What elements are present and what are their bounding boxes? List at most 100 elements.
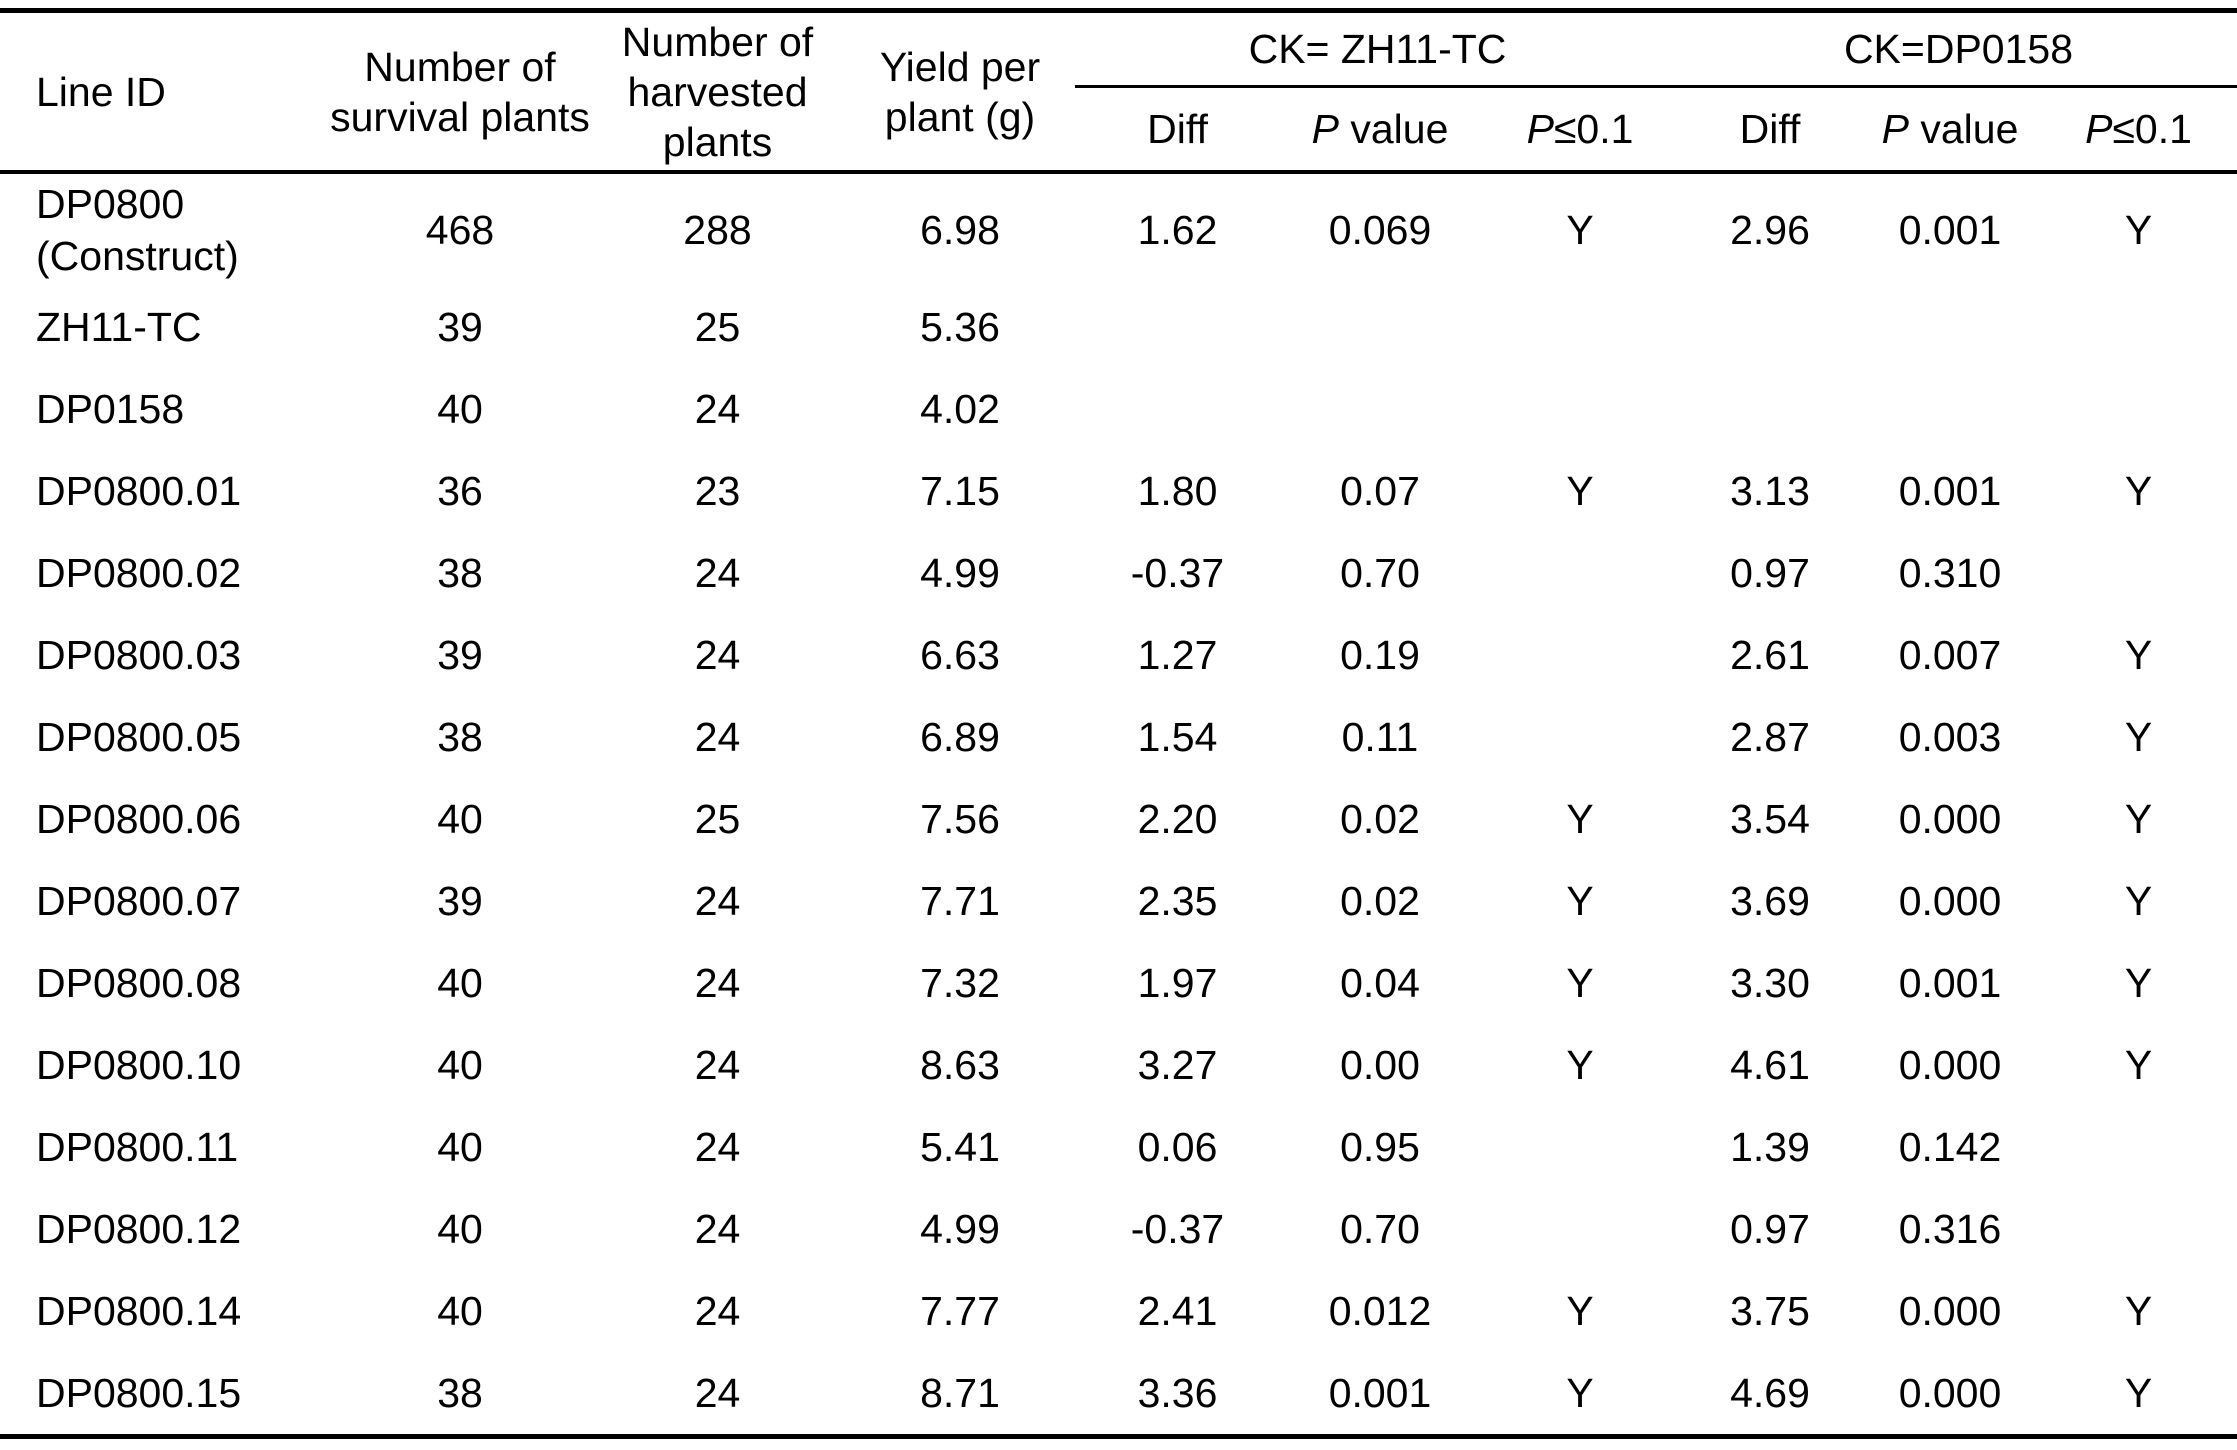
col-header-harvested-plants: Number of harvested plants: [590, 10, 845, 174]
cell-sig1: Y: [1566, 1370, 1594, 1416]
cell-yield: 4.99: [920, 1206, 1000, 1252]
cell-diff2: 1.39: [1730, 1124, 1810, 1170]
table-body: DP0800 (Construct) 468 288 6.98 1.62 0.069 Y 2.…: [0, 172, 2237, 1437]
cell-p2: 0.310: [1898, 550, 2002, 596]
table-row: DP0800.11 40 24 5.41 0.06 0.95 1.39 0.142: [0, 1106, 2237, 1188]
cell-yield: 4.02: [920, 386, 1000, 432]
cell-p1: 0.95: [1340, 1124, 1420, 1170]
cell-survival: 468: [425, 207, 495, 253]
cell-sig1: Y: [1566, 1288, 1594, 1334]
col-header-pthreshold-zh11: P≤0.1: [1480, 86, 1680, 174]
col-header-pvalue-zh11: P value: [1280, 86, 1480, 174]
cell-p1: [1280, 286, 1480, 368]
cell-harvested: 24: [694, 1370, 741, 1416]
cell-line-id: DP0800.02: [36, 550, 242, 596]
cell-p2: 0.001: [1898, 207, 2002, 253]
table-row: DP0800.02 38 24 4.99 -0.37 0.70 0.97 0.310: [0, 532, 2237, 614]
cell-diff2: 4.61: [1730, 1042, 1810, 1088]
cell-line-id: DP0800.15: [36, 1370, 242, 1416]
cell-p2: [1860, 286, 2040, 368]
cell-survival: 40: [437, 960, 483, 1006]
table-row: DP0800.03 39 24 6.63 1.27 0.19 2.61 0.007 Y: [0, 614, 2237, 696]
cell-p1: [1280, 368, 1480, 450]
cell-p2: [1860, 368, 2040, 450]
cell-diff1: 1.27: [1137, 632, 1218, 678]
cell-harvested: 24: [694, 1288, 741, 1334]
cell-diff2: 0.97: [1730, 550, 1810, 596]
cell-sig2: Y: [2124, 207, 2153, 253]
cell-line-id: DP0800.11: [36, 1124, 239, 1170]
cell-p1: 0.012: [1328, 1288, 1432, 1334]
cell-survival: 40: [437, 386, 483, 432]
group-header-ck-zh11-tc: CK= ZH11-TC: [1075, 10, 1680, 88]
yield-table: Line ID Number of survival plants Number…: [0, 8, 2237, 1439]
cell-harvested: 24: [694, 878, 741, 924]
cell-sig1: Y: [1566, 1042, 1594, 1088]
cell-p1: 0.069: [1328, 207, 1432, 253]
p-italic: P: [1526, 106, 1554, 152]
p-value-rest: value: [1338, 106, 1449, 152]
table-row: DP0800.06 40 25 7.56 2.20 0.02 Y 3.54 0.000 Y: [0, 778, 2237, 860]
cell-diff1: 2.20: [1137, 796, 1218, 842]
cell-diff2: [1680, 368, 1860, 450]
cell-diff1: 1.97: [1137, 960, 1218, 1006]
cell-line-id: DP0158: [36, 386, 185, 432]
cell-diff2: 2.61: [1730, 632, 1810, 678]
cell-p1: 0.02: [1340, 796, 1420, 842]
cell-p2: 0.000: [1898, 1042, 2002, 1088]
cell-line-id: DP0800.12: [36, 1206, 242, 1252]
cell-survival: 40: [437, 1288, 483, 1334]
cell-p1: 0.19: [1340, 632, 1420, 678]
cell-harvested: 24: [694, 1206, 741, 1252]
cell-sig2: Y: [2124, 1042, 2153, 1088]
cell-p2: 0.003: [1898, 714, 2002, 760]
cell-line-id: DP0800.06: [36, 796, 242, 842]
cell-p2: 0.000: [1898, 796, 2002, 842]
cell-sig1: [1480, 1188, 1680, 1270]
table-row: DP0800.15 38 24 8.71 3.36 0.001 Y 4.69 0.000 Y: [0, 1352, 2237, 1437]
cell-yield: 6.98: [920, 207, 1000, 253]
cell-line-id: DP0800 (Construct): [36, 181, 239, 279]
cell-p1: 0.001: [1328, 1370, 1432, 1416]
cell-p1: 0.04: [1340, 960, 1420, 1006]
cell-survival: 40: [437, 1124, 483, 1170]
col-header-diff-zh11: Diff: [1075, 86, 1280, 174]
cell-yield: 7.32: [920, 960, 1000, 1006]
cell-p2: 0.001: [1898, 960, 2002, 1006]
cell-line-id: DP0800.01: [36, 468, 242, 514]
cell-yield: 7.77: [920, 1288, 1000, 1334]
cell-sig2: [2040, 532, 2237, 614]
cell-diff2: 2.96: [1730, 207, 1810, 253]
table-row: ZH11-TC 39 25 5.36: [0, 286, 2237, 368]
cell-yield: 7.56: [920, 796, 1000, 842]
table-row: DP0800 (Construct) 468 288 6.98 1.62 0.069 Y 2.…: [0, 172, 2237, 286]
cell-yield: 4.99: [920, 550, 1000, 596]
cell-diff1: 0.06: [1137, 1124, 1218, 1170]
cell-sig1: [1480, 1106, 1680, 1188]
cell-sig2: [2040, 368, 2237, 450]
table-row: DP0158 40 24 4.02: [0, 368, 2237, 450]
cell-p1: 0.70: [1340, 550, 1420, 596]
cell-yield: 6.63: [920, 632, 1000, 678]
table-row: DP0800.10 40 24 8.63 3.27 0.00 Y 4.61 0.000 Y: [0, 1024, 2237, 1106]
cell-yield: 6.89: [920, 714, 1000, 760]
cell-yield: 7.71: [920, 878, 1000, 924]
cell-sig1: [1480, 532, 1680, 614]
col-header-yield-per-plant: Yield per plant (g): [845, 10, 1075, 174]
p-italic: P: [2085, 106, 2113, 152]
cell-survival: 39: [437, 878, 483, 924]
p-threshold-rest: ≤0.1: [2112, 106, 2192, 152]
cell-p2: 0.000: [1898, 878, 2002, 924]
cell-sig1: Y: [1566, 468, 1594, 514]
cell-diff2: [1680, 286, 1860, 368]
cell-harvested: 25: [694, 796, 741, 842]
cell-diff1: 1.54: [1137, 714, 1218, 760]
cell-survival: 39: [437, 632, 483, 678]
cell-diff1: -0.37: [1130, 1206, 1225, 1252]
cell-harvested: 24: [694, 386, 741, 432]
group-header-ck-dp0158: CK=DP0158: [1680, 10, 2237, 88]
cell-diff2: 3.30: [1730, 960, 1810, 1006]
cell-yield: 5.36: [920, 304, 1000, 350]
p-italic: P: [1311, 106, 1339, 152]
